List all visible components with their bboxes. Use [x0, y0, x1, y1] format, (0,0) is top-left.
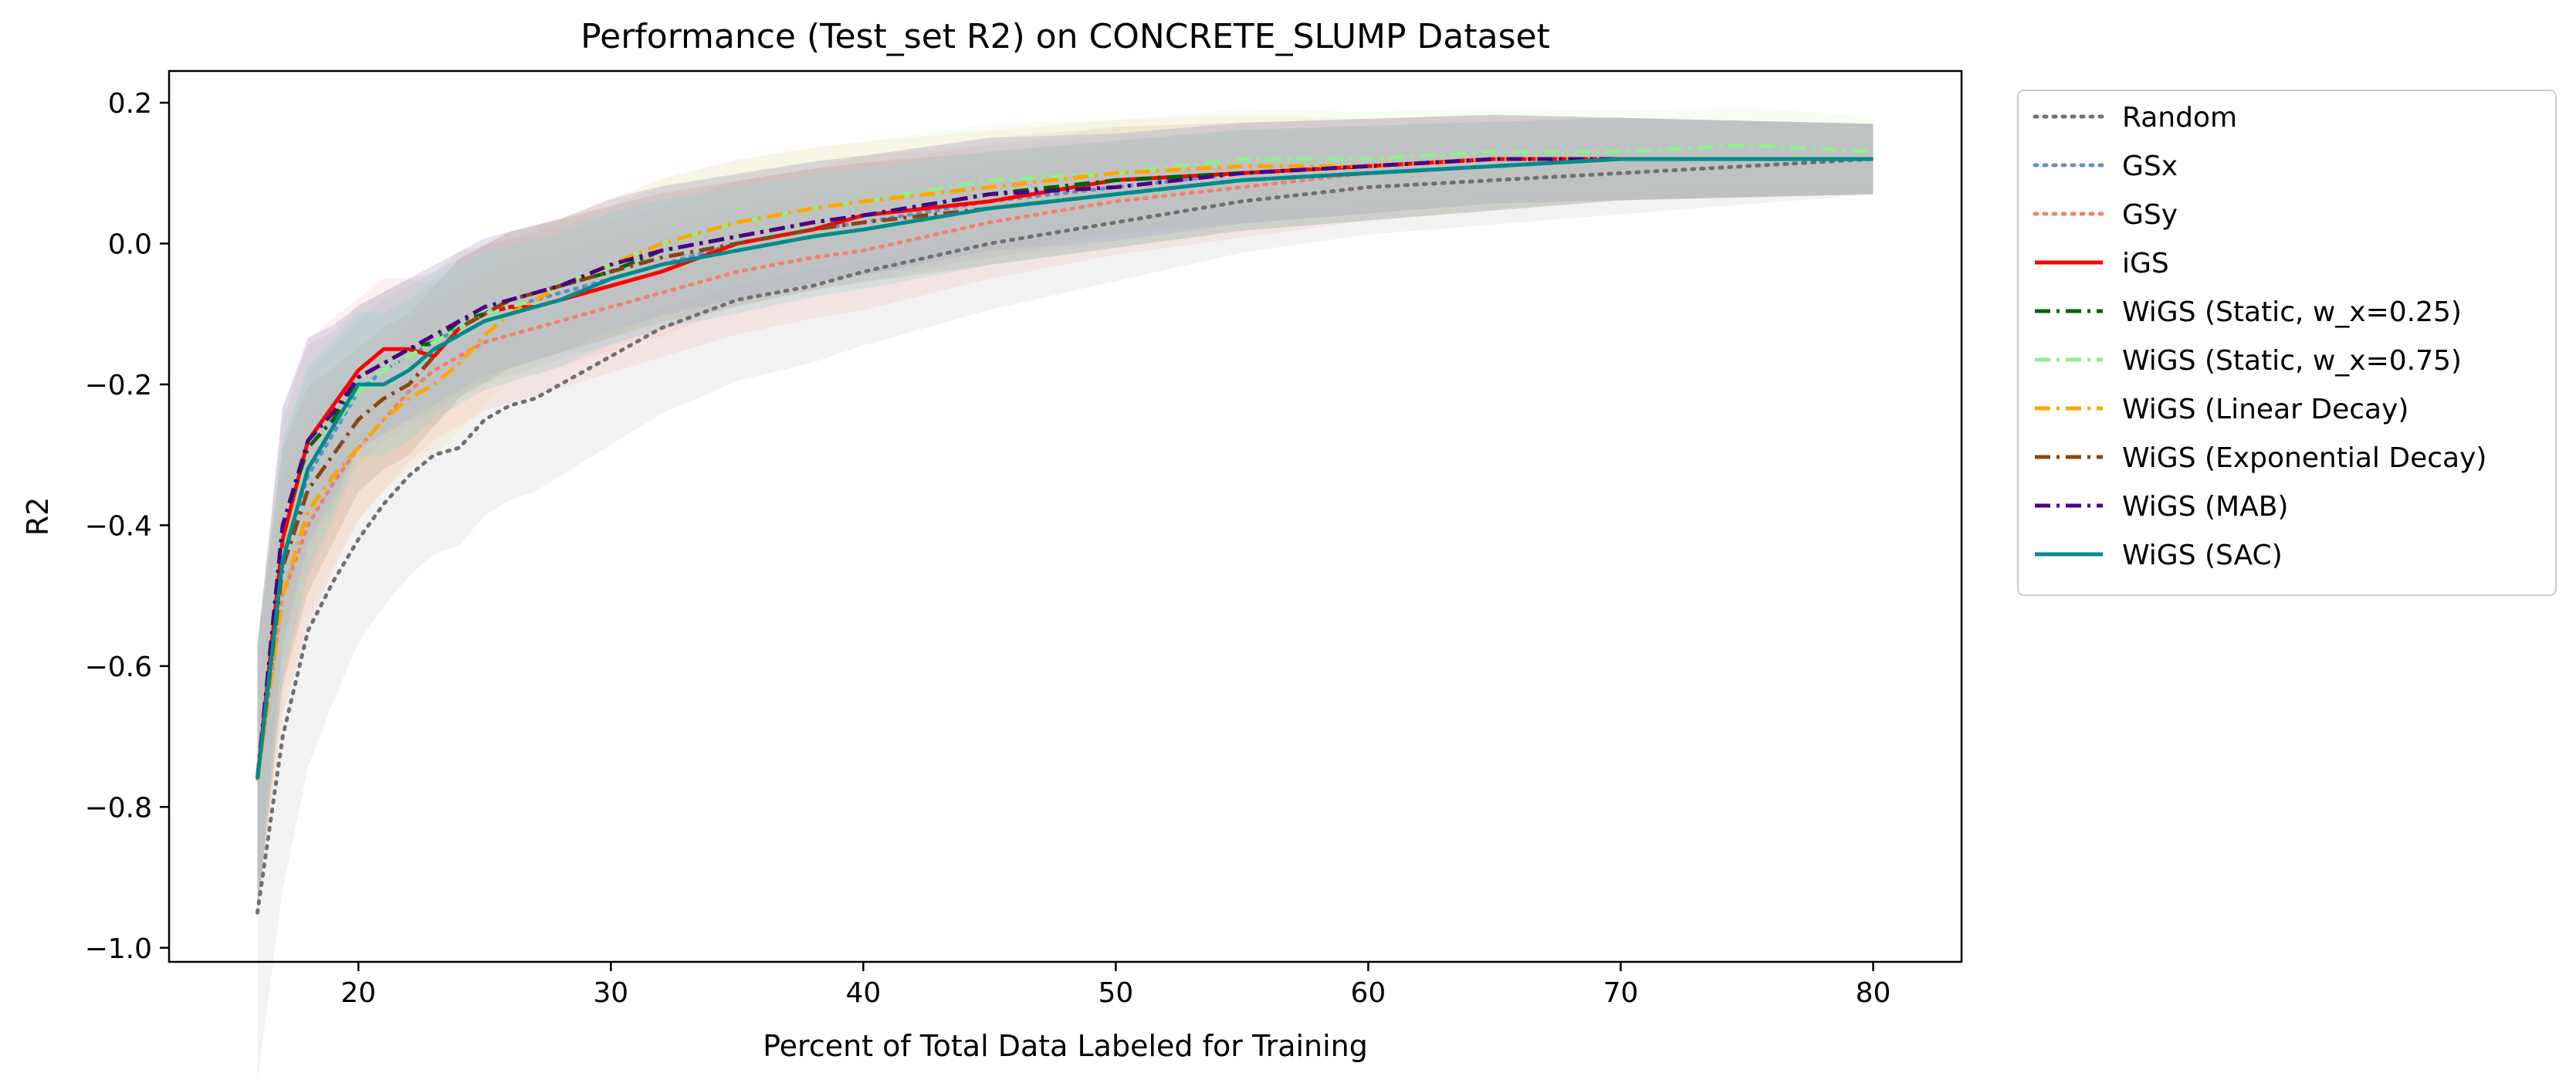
band-wigs-static-w-x-0-25: [257, 114, 1874, 913]
y-tick-label: −0.4: [85, 510, 152, 542]
legend-label-wigs-linear-decay: WiGS (Linear Decay): [2122, 394, 2408, 425]
legend-label-igs: iGS: [2122, 248, 2169, 279]
plot-frame: [168, 69, 1963, 963]
legend-box: [2017, 90, 2557, 596]
y-axis-label: R2: [21, 497, 55, 537]
y-tick-label: −0.2: [85, 370, 152, 401]
chart-title: Performance (Test_set R2) on CONCRETE_SL…: [581, 17, 1550, 56]
y-tick-label: 0.0: [108, 229, 152, 261]
bands-layer: [257, 107, 1874, 1082]
x-axis-label: Percent of Total Data Labeled for Traini…: [763, 1029, 1368, 1063]
y-tick-label: −0.6: [85, 652, 152, 683]
legend-label-wigs-exponential-decay: WiGS (Exponential Decay): [2122, 442, 2486, 474]
legend-label-wigs-static-w-x-0-25: WiGS (Static, w_x=0.25): [2122, 296, 2462, 328]
legend-label-gsy: GSy: [2122, 199, 2178, 231]
x-tick-label: 70: [1603, 977, 1639, 1009]
lines-layer: [256, 143, 1875, 915]
series-line-gsx: [256, 157, 1875, 781]
x-tick-label: 30: [593, 977, 628, 1009]
series-line-random: [256, 157, 1875, 915]
series-line-wigs-static-w-x-0-75: [256, 143, 1874, 780]
legend-label-wigs-mab: WiGS (MAB): [2122, 491, 2288, 523]
legend-label-random: Random: [2122, 102, 2237, 134]
series-line-wigs-sac: [256, 157, 1874, 780]
x-tick-label: 20: [340, 977, 376, 1009]
band-gsy: [257, 117, 1874, 913]
series-line-igs: [256, 157, 1874, 780]
band-wigs-exponential-decay: [257, 117, 1874, 913]
legend-label-gsx: GSx: [2122, 151, 2178, 182]
y-tick-label: −1.0: [85, 933, 152, 965]
legend-label-wigs-sac: WiGS (SAC): [2122, 540, 2283, 571]
x-tick-label: 50: [1098, 977, 1134, 1009]
band-wigs-sac: [257, 117, 1874, 913]
band-wigs-linear-decay: [257, 114, 1874, 913]
x-tick-label: 40: [845, 977, 881, 1009]
x-axis: 20 30 40 50 60 70 80: [340, 962, 1891, 1009]
band-gsx: [257, 114, 1874, 913]
y-axis: −1.0 −0.8 −0.6 −0.4 −0.2 0.0 0.2: [85, 88, 169, 965]
y-tick-label: −0.8: [85, 792, 152, 824]
legend-label-wigs-static-w-x-0-75: WiGS (Static, w_x=0.75): [2122, 345, 2462, 377]
band-wigs-mab: [257, 114, 1874, 913]
band-igs: [257, 114, 1874, 913]
band-random: [257, 124, 1874, 1082]
x-tick-label: 80: [1856, 977, 1891, 1009]
x-tick-label: 60: [1351, 977, 1386, 1009]
legend: Random GSx GSy iGS WiGS (Static, w_x=0.25) Wi…: [2017, 90, 2557, 596]
y-tick-label: 0.2: [108, 88, 152, 120]
